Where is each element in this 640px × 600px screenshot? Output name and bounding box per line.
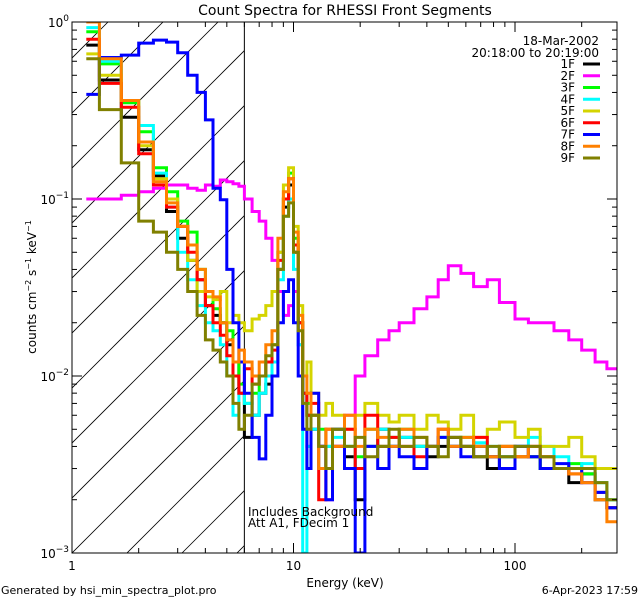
hatch-line	[72, 22, 219, 169]
hatch-line	[72, 325, 245, 499]
annotation-attenuator: Att A1, FDecim 1	[248, 516, 349, 530]
legend-label-1F: 1F	[560, 57, 575, 71]
hatch-line	[72, 22, 109, 59]
series-line-7F	[86, 38, 617, 553]
legend-label-3F: 3F	[560, 81, 575, 95]
hatch-line	[72, 22, 164, 114]
hatch-line	[126, 435, 245, 553]
legend-time-range: 20:18:00 to 20:19:00	[472, 46, 599, 60]
series-line-5F	[86, 52, 617, 470]
y-tick-label: 10−1	[40, 191, 69, 207]
hatch-line	[72, 160, 245, 334]
legend-label-2F: 2F	[560, 69, 575, 83]
annotation-background: Includes Background	[248, 505, 373, 519]
series-group	[86, 22, 617, 553]
hatch-line	[622, 0, 640, 553]
y-tick-label: 100	[48, 14, 69, 30]
hatch-line	[72, 380, 245, 553]
hatch-line	[457, 0, 640, 553]
legend-label-8F: 8F	[560, 139, 575, 153]
hatch-line	[72, 105, 245, 279]
x-tick-label: 10	[286, 559, 301, 573]
hatch-line	[292, 0, 640, 553]
footer-generated-by: Generated by hsi_min_spectra_plot.pro	[1, 584, 217, 597]
axis-ticks	[71, 21, 617, 554]
hatch-line	[567, 0, 640, 553]
hatch-line	[72, 270, 245, 444]
x-tick-label: 1	[68, 559, 76, 573]
y-axis-label: counts cm−2 s−1 keV−1	[24, 220, 39, 354]
footer-timestamp: 6-Apr-2023 17:59	[542, 584, 638, 597]
x-tick-label: 100	[504, 559, 527, 573]
legend-label-6F: 6F	[560, 116, 575, 130]
legend-label-7F: 7F	[560, 128, 575, 142]
hatch-line	[512, 0, 640, 553]
series-line-4F	[86, 26, 617, 553]
plot-frame	[71, 21, 618, 554]
x-axis-label: Energy (keV)	[306, 576, 383, 590]
series-line-9F	[86, 57, 617, 502]
hatch-line	[402, 0, 640, 553]
series-line-2F	[86, 178, 617, 502]
hatch-line	[72, 215, 245, 389]
legend-label-9F: 9F	[560, 151, 575, 165]
legend-label-4F: 4F	[560, 92, 575, 106]
legend-date: 18-Mar-2002	[523, 34, 599, 48]
chart-title: Count Spectra for RHESSI Front Segments	[198, 3, 492, 19]
y-tick-label: 10−3	[40, 545, 69, 561]
hatch-lines	[72, 0, 640, 553]
y-tick-label: 10−2	[40, 368, 69, 384]
tick-labels: 1 10 100 100 10−1 10−2 10−3	[40, 14, 526, 573]
legend-label-5F: 5F	[560, 104, 575, 118]
hatched-region	[72, 0, 640, 553]
